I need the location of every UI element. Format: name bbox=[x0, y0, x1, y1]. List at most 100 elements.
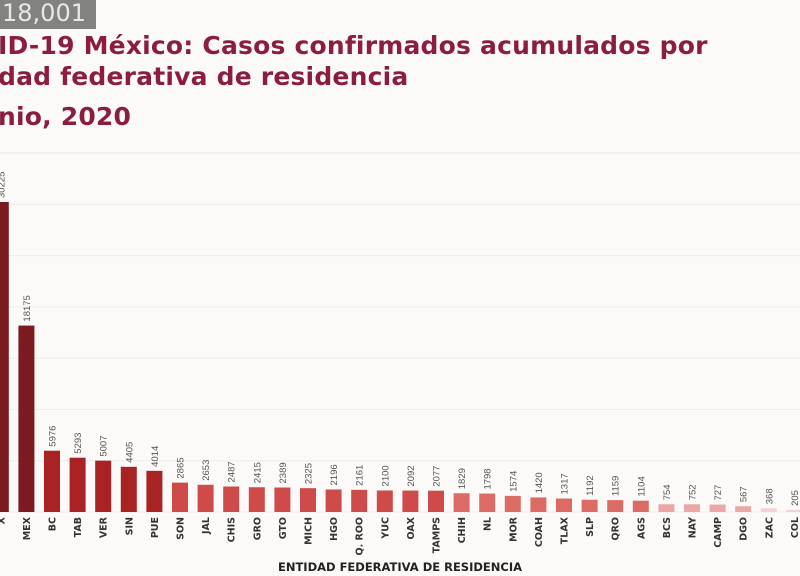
value-label: 2865 bbox=[176, 457, 187, 478]
bar bbox=[172, 482, 188, 512]
bar bbox=[504, 495, 521, 512]
bar bbox=[786, 509, 800, 512]
bar bbox=[556, 498, 572, 512]
category-label: NAY bbox=[688, 517, 699, 538]
value-label: 2415 bbox=[252, 462, 263, 483]
category-label: SLP bbox=[585, 517, 596, 537]
category-label: MOR bbox=[508, 516, 519, 542]
value-label: 2196 bbox=[329, 464, 340, 485]
bar bbox=[684, 504, 700, 512]
category-label: GRO bbox=[252, 517, 263, 540]
value-label: 2092 bbox=[406, 465, 417, 486]
value-label: 5007 bbox=[99, 436, 110, 457]
category-label: YUC bbox=[380, 517, 391, 540]
category-label: COAH bbox=[534, 517, 545, 547]
bar bbox=[95, 460, 112, 512]
category-label: HGO bbox=[329, 517, 340, 541]
value-label: 1420 bbox=[534, 472, 545, 493]
bar bbox=[607, 500, 624, 512]
category-label: CAMP bbox=[713, 517, 724, 548]
title-line-1: ID-19 México: Casos confirmados acumulad… bbox=[0, 31, 708, 60]
bar bbox=[325, 489, 342, 512]
value-label: 567 bbox=[739, 486, 750, 502]
value-label: 205 bbox=[790, 490, 800, 506]
value-label: 2487 bbox=[227, 461, 238, 482]
category-label: MEX bbox=[22, 516, 33, 540]
x-axis-label: ENTIDAD FEDERATIVA DE RESIDENCIA bbox=[277, 560, 523, 574]
category-label: MICH bbox=[304, 517, 315, 545]
counter-overlay: 18,001 bbox=[0, 0, 96, 29]
category-label: OAX bbox=[406, 516, 417, 539]
bar bbox=[453, 493, 470, 512]
bar bbox=[223, 486, 240, 512]
title-date: nio, 2020 bbox=[0, 102, 132, 131]
category-label: TAMPS bbox=[432, 517, 443, 554]
value-label: 18175 bbox=[22, 295, 33, 321]
bar bbox=[274, 487, 291, 512]
value-label: 2077 bbox=[432, 466, 443, 487]
bar bbox=[760, 508, 777, 512]
category-label: TAB bbox=[73, 517, 84, 537]
bar bbox=[120, 466, 137, 512]
category-label: X bbox=[0, 516, 7, 524]
title-line-2: dad federativa de residencia bbox=[0, 62, 409, 91]
category-label: CHIH bbox=[457, 517, 468, 543]
value-label: 1159 bbox=[611, 476, 622, 496]
category-label: SIN bbox=[124, 517, 135, 535]
bar bbox=[197, 484, 214, 512]
value-label: 754 bbox=[662, 484, 673, 500]
bar bbox=[300, 488, 316, 512]
bar bbox=[479, 493, 496, 512]
bar bbox=[351, 489, 368, 512]
value-label: 1317 bbox=[560, 473, 571, 494]
bar bbox=[709, 504, 726, 512]
value-label: 2653 bbox=[201, 460, 212, 481]
bar bbox=[428, 490, 444, 512]
value-label: 368 bbox=[764, 488, 775, 504]
value-label: 1574 bbox=[508, 471, 519, 492]
bar bbox=[402, 490, 419, 512]
value-label: 2100 bbox=[380, 465, 391, 486]
value-label: 5293 bbox=[73, 433, 84, 454]
category-label: BC bbox=[48, 517, 59, 531]
value-label: 2389 bbox=[278, 462, 289, 483]
category-label: COL bbox=[790, 517, 800, 538]
value-label: 4405 bbox=[124, 442, 135, 463]
category-label: AGS bbox=[636, 517, 647, 539]
value-label: 2325 bbox=[304, 463, 315, 484]
value-label: 1798 bbox=[483, 468, 494, 489]
category-label: DGO bbox=[739, 517, 750, 541]
value-label: 2161 bbox=[355, 465, 366, 486]
category-label: CHIS bbox=[227, 517, 238, 542]
bar bbox=[0, 201, 9, 513]
bar bbox=[735, 506, 752, 512]
bar bbox=[658, 504, 675, 512]
value-label: 5976 bbox=[48, 426, 59, 447]
value-label: 1104 bbox=[636, 476, 647, 496]
category-label: TLAX bbox=[560, 516, 571, 544]
value-label: 1192 bbox=[585, 475, 596, 495]
category-label: Q. ROO bbox=[355, 517, 366, 555]
category-label: NL bbox=[483, 517, 494, 531]
bar bbox=[376, 490, 393, 512]
value-label: 4014 bbox=[150, 446, 161, 467]
category-label: JAL bbox=[201, 517, 212, 535]
bar bbox=[581, 499, 598, 512]
bar bbox=[18, 325, 35, 512]
bar bbox=[530, 497, 547, 512]
value-label: 30225 bbox=[0, 172, 7, 198]
category-label: VER bbox=[99, 516, 110, 538]
category-label: SON bbox=[176, 517, 187, 540]
value-label: 1829 bbox=[457, 468, 468, 489]
bar bbox=[69, 457, 86, 512]
category-label: BCS bbox=[662, 517, 673, 538]
bar bbox=[632, 500, 649, 512]
category-label: GTO bbox=[278, 517, 289, 539]
bar bbox=[44, 450, 60, 512]
category-label: PUE bbox=[150, 517, 161, 538]
bar bbox=[146, 470, 163, 512]
value-label: 752 bbox=[688, 484, 699, 500]
category-label: ZAC bbox=[764, 517, 775, 538]
category-label: QRO bbox=[611, 517, 622, 540]
